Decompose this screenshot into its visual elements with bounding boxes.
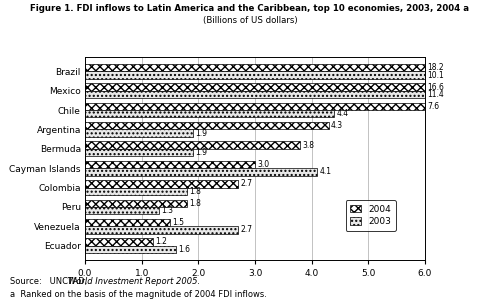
Bar [85,103,425,110]
Text: 3.0: 3.0 [258,160,270,169]
Bar [85,207,158,214]
Bar [85,110,334,118]
Bar [85,226,238,234]
Text: 10.1: 10.1 [428,71,444,80]
Bar [85,161,255,168]
Bar [85,219,170,226]
Text: 7.6: 7.6 [428,102,440,111]
Bar [85,180,238,187]
Text: 2.7: 2.7 [240,225,252,234]
Bar [85,129,192,137]
Bar [85,199,187,207]
Text: 1.8: 1.8 [190,199,201,208]
Text: 18.2: 18.2 [428,63,444,72]
Text: Source:   UNCTAD,: Source: UNCTAD, [10,277,90,286]
Bar [85,71,425,79]
Bar [85,168,318,176]
Text: 4.3: 4.3 [331,121,343,130]
Text: 2.7: 2.7 [240,179,252,188]
Text: 1.8: 1.8 [190,187,201,196]
Bar [85,149,192,156]
Bar [85,83,425,91]
Text: (Billions of US dollars): (Billions of US dollars) [202,16,298,25]
Text: World Investment Report 2005.: World Investment Report 2005. [68,277,200,286]
Text: 1.3: 1.3 [161,206,173,215]
Text: 11.4: 11.4 [428,90,444,99]
Bar [85,187,187,195]
Text: 16.6: 16.6 [428,83,444,91]
Text: a  Ranked on the basis of the magnitude of 2004 FDI inflows.: a Ranked on the basis of the magnitude o… [10,290,267,299]
Text: Figure 1. FDI inflows to Latin America and the Caribbean, top 10 economies, 2003: Figure 1. FDI inflows to Latin America a… [30,4,469,13]
Text: 3.8: 3.8 [302,141,314,150]
Bar [85,64,425,71]
Bar [85,245,176,253]
Text: 1.6: 1.6 [178,245,190,254]
Text: 1.5: 1.5 [172,218,184,227]
Bar [85,122,328,129]
Text: 1.2: 1.2 [156,237,167,246]
Text: 1.9: 1.9 [195,148,207,157]
Text: 4.1: 4.1 [320,167,332,176]
Bar [85,91,425,98]
Text: 4.4: 4.4 [336,109,348,118]
Legend: 2004, 2003: 2004, 2003 [346,200,396,231]
Bar [85,141,300,149]
Text: 1.9: 1.9 [195,129,207,138]
Bar [85,238,153,245]
